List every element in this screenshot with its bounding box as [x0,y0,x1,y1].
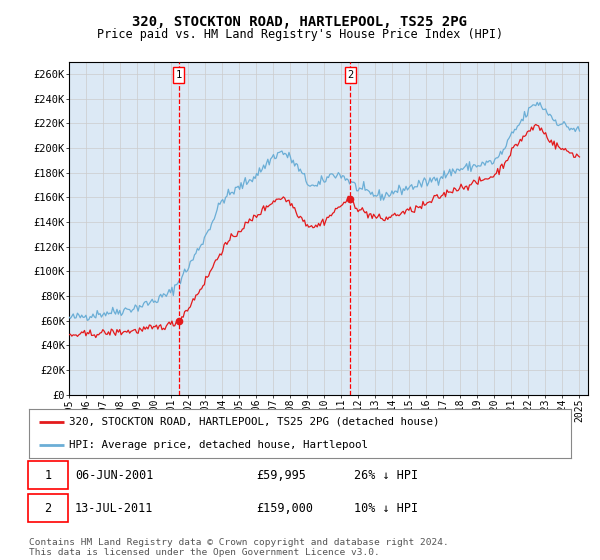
FancyBboxPatch shape [28,461,68,489]
Text: HPI: Average price, detached house, Hartlepool: HPI: Average price, detached house, Hart… [70,440,368,450]
Text: 1: 1 [44,469,52,482]
Text: 10% ↓ HPI: 10% ↓ HPI [354,502,418,515]
Text: 13-JUL-2011: 13-JUL-2011 [75,502,153,515]
Text: 2: 2 [44,502,52,515]
Text: 26% ↓ HPI: 26% ↓ HPI [354,469,418,482]
Text: £59,995: £59,995 [257,469,307,482]
Text: 320, STOCKTON ROAD, HARTLEPOOL, TS25 2PG (detached house): 320, STOCKTON ROAD, HARTLEPOOL, TS25 2PG… [70,417,440,427]
Text: Price paid vs. HM Land Registry's House Price Index (HPI): Price paid vs. HM Land Registry's House … [97,28,503,41]
Text: 06-JUN-2001: 06-JUN-2001 [75,469,153,482]
Text: £159,000: £159,000 [257,502,314,515]
FancyBboxPatch shape [28,494,68,522]
Text: 2: 2 [347,70,353,80]
Text: 1: 1 [175,70,182,80]
Text: 320, STOCKTON ROAD, HARTLEPOOL, TS25 2PG: 320, STOCKTON ROAD, HARTLEPOOL, TS25 2PG [133,15,467,29]
Text: This data is licensed under the Open Government Licence v3.0.: This data is licensed under the Open Gov… [29,548,380,557]
Text: Contains HM Land Registry data © Crown copyright and database right 2024.: Contains HM Land Registry data © Crown c… [29,538,449,547]
